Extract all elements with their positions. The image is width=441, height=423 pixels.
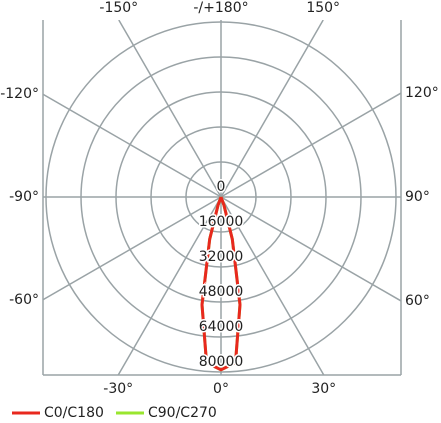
grid-spoke bbox=[220, 196, 401, 302]
angle-tick-label: 150° bbox=[306, 0, 340, 16]
r-tick-label: 32000 bbox=[199, 249, 244, 265]
grid-spoke bbox=[118, 20, 222, 198]
legend-label: C90/C270 bbox=[148, 405, 217, 421]
r-tick-label: 80000 bbox=[199, 354, 244, 370]
r-tick-label: 48000 bbox=[199, 284, 244, 300]
grid-spoke bbox=[43, 196, 222, 301]
grid-spoke bbox=[220, 196, 325, 375]
angle-tick-label: -60° bbox=[9, 292, 39, 308]
grid-spoke bbox=[43, 93, 222, 198]
grid-spoke bbox=[117, 196, 222, 375]
angle-tick-label: 60° bbox=[405, 293, 430, 309]
r-tick-label: 64000 bbox=[199, 319, 244, 335]
angle-tick-label: 0° bbox=[213, 381, 229, 397]
grid-spoke bbox=[220, 92, 401, 198]
intensity-curve bbox=[200, 196, 242, 372]
angle-tick-label: 90° bbox=[405, 189, 430, 205]
plot-area bbox=[43, 20, 401, 375]
angle-tick-label: -150° bbox=[99, 0, 138, 16]
angle-tick-label: -/+180° bbox=[193, 0, 248, 16]
r-tick-label: 0 bbox=[217, 179, 226, 195]
angle-tick-label: -90° bbox=[9, 189, 39, 205]
r-tick-label: 16000 bbox=[199, 214, 244, 230]
angle-tick-label: -30° bbox=[103, 381, 133, 397]
angle-tick-label: -120° bbox=[0, 86, 39, 102]
legend-label: C0/C180 bbox=[44, 405, 104, 421]
angle-tick-label: 120° bbox=[405, 85, 439, 101]
angle-tick-label: 30° bbox=[311, 381, 336, 397]
grid-spoke bbox=[220, 20, 324, 198]
